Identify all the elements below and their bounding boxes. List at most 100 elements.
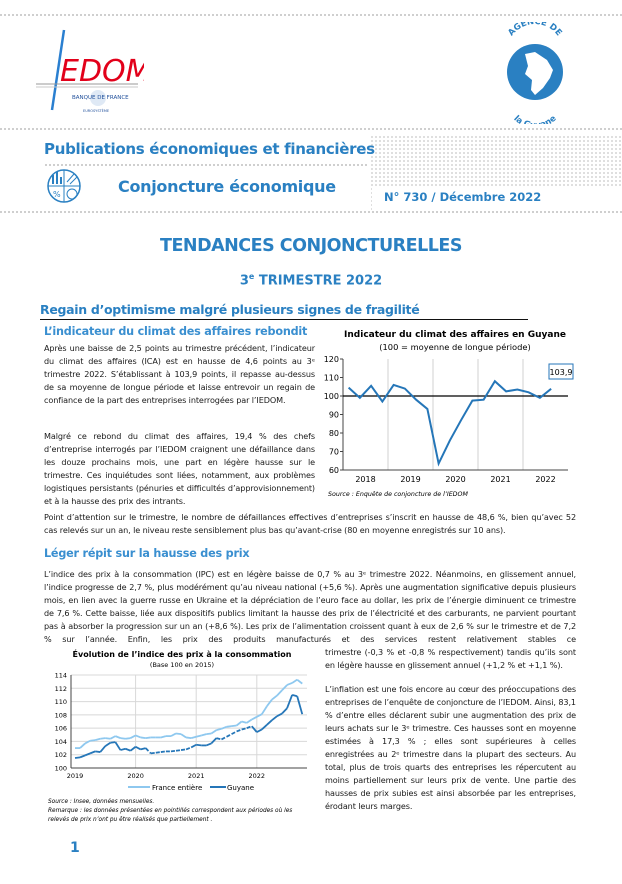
y-tick-label: 100 [55,765,67,773]
france-line-segment [125,737,131,740]
france-line-segment [180,733,187,739]
quarter-sup: e [248,272,255,281]
guyane-line-segment [180,748,187,751]
page-number: 1 [70,840,80,856]
divider [0,14,622,16]
header-issue-bg [372,186,622,210]
heading-prices: Léger répit sur la hausse des prix [44,547,250,560]
legend-label-france: France entière [152,784,202,792]
france-line-segment [79,742,86,749]
paragraph-ica-1: Après une baisse de 2,5 points au trimes… [44,343,315,405]
france-line-segment [246,718,253,724]
guyane-line-segment [129,746,137,752]
x-tick-label: 2020 [445,475,465,484]
france-line-segment [185,736,192,739]
section-rule [40,319,528,320]
heading-ica: L’indicateur du climat des affaires rebo… [44,325,308,338]
france-line-segment [84,739,91,745]
france-line-segment [140,736,146,739]
guyane-line-segment [241,727,247,731]
france-line-segment [291,678,298,684]
france-line-segment [201,733,207,737]
paragraph-prices-1: L’indice des prix à la consommation (IPC… [44,569,576,644]
france-line-segment [276,689,283,697]
y-tick-label: 60 [329,466,339,475]
svg-text:la Guyane: la Guyane [511,114,558,124]
guyane-line-segment [170,749,177,753]
guyane-line-segment [205,742,212,747]
publication-title: Publications économiques et financières [44,140,375,158]
guyane-line-segment [190,743,197,749]
cpi-chart: Évolution de l’indice des prix à la cons… [48,648,307,823]
guyane-line-segment [125,747,131,752]
logo-sub1: BANQUE DE FRANCE [72,95,129,101]
guyane-line-segment [210,737,218,745]
issue-number: N° 730 / Décembre 2022 [384,190,542,204]
y-tick-label: 120 [324,355,339,364]
x-tick-label: 2021 [490,475,510,484]
guyane-line-segment [261,724,268,731]
france-line-segment [216,727,222,732]
france-line-segment [251,716,258,721]
x-tick-label: 2022 [535,475,555,484]
legend-label-guyane: Guyane [227,784,254,792]
guyane-line-segment [281,707,288,715]
chart-title: Indicateur du climat des affaires en Guy… [344,330,566,340]
guyane-line-segment [150,751,156,755]
y-tick-label: 70 [329,448,339,457]
paragraph-prices-1-cont: trimestre (-0,3 % et -0,8 % respectiveme… [325,647,576,670]
guyane-line-segment [246,725,253,729]
guyane-line-segment [110,741,116,744]
logo-top-text: AGENCE DE [506,22,563,38]
france-line-segment [266,699,273,707]
france-line-segment [90,739,96,742]
france-line-segment [261,705,268,715]
y-tick-label: 108 [55,711,67,719]
chart-subtitle: (Base 100 en 2015) [150,661,214,669]
france-line-segment [94,737,101,741]
guyane-line-segment [84,752,91,757]
y-tick-label: 100 [324,392,339,401]
guyane-line-segment [291,694,298,698]
y-tick-label: 110 [324,374,339,383]
guyane-line-segment [145,747,152,755]
x-tick-label: 2019 [400,475,420,484]
guyane-line-segment [226,733,232,738]
france-line-segment [241,720,247,724]
france-line-segment [190,735,197,739]
agence-guyane-logo: AGENCE DE la Guyane [506,22,563,124]
guyane-line-segment [160,750,167,753]
chart-subtitle: (100 = moyenne de longue période) [379,342,530,352]
guyane-line-segment [276,712,283,717]
france-line-segment [120,737,126,740]
france-line-segment [195,734,202,738]
guyane-line-segment [296,696,304,715]
x-tick-label: 2018 [355,475,375,484]
france-line-segment [256,713,263,718]
france-line-segment [281,684,288,691]
y-tick-label: 90 [329,411,339,420]
chart-source: Source : Insee, données mensuelles. [48,798,154,805]
france-line-segment [100,737,106,740]
guyane-line-segment [236,728,242,733]
paragraph-prices-2: L’inflation est une fois encore au cœur … [325,684,576,811]
guyane-line-segment [175,749,182,752]
france-line-segment [271,694,278,701]
france-line-segment [221,725,227,730]
guyane-line-segment [120,747,126,751]
france-line-segment [236,720,243,727]
x-tick-label: 2020 [127,772,144,780]
divider [45,164,367,166]
x-tick-label: 2019 [67,772,84,780]
france-line-segment [226,725,232,728]
divider [0,211,622,213]
x-tick-label: 2022 [249,772,266,780]
y-tick-label: 112 [55,685,67,693]
france-line-segment [286,682,293,686]
svg-text:%: % [53,190,61,199]
france-line-segment [170,732,177,737]
economy-chart-icon: % [47,169,81,203]
guyane-line-segment [196,743,202,747]
guyane-line-segment [256,728,263,733]
y-tick-label: 80 [329,429,339,438]
